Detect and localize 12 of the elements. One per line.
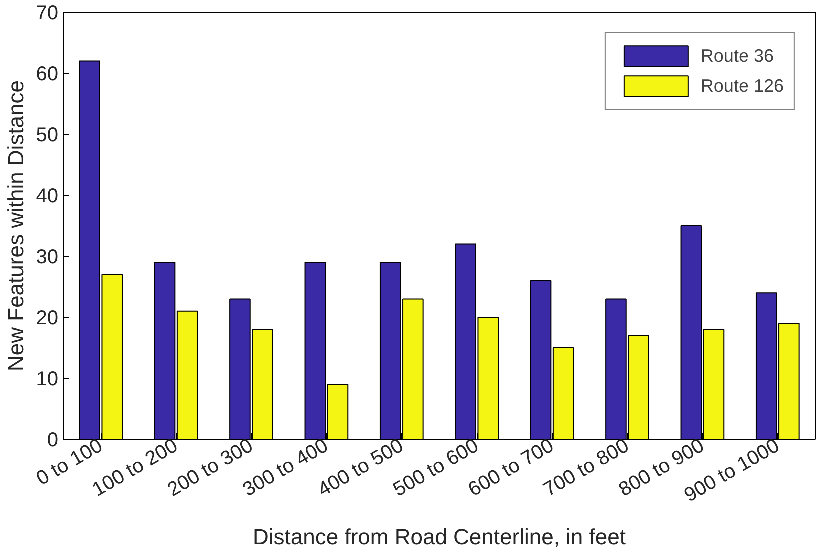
y-tick-label: 10 (36, 368, 59, 390)
y-tick-label: 30 (36, 246, 59, 268)
x-axis-title: Distance from Road Centerline, in feet (253, 524, 626, 550)
y-tick-label: 60 (36, 64, 59, 86)
y-tick-label: 70 (36, 2, 59, 24)
legend-label: Route 36 (700, 46, 774, 66)
y-tick-label: 20 (36, 308, 59, 330)
y-tick-label: 0 (47, 430, 58, 452)
legend-label: Route 126 (700, 76, 784, 96)
y-tick-label: 50 (36, 124, 59, 146)
y-axis-title: New Features within Distance (3, 80, 28, 372)
y-tick-label: 40 (36, 186, 59, 208)
